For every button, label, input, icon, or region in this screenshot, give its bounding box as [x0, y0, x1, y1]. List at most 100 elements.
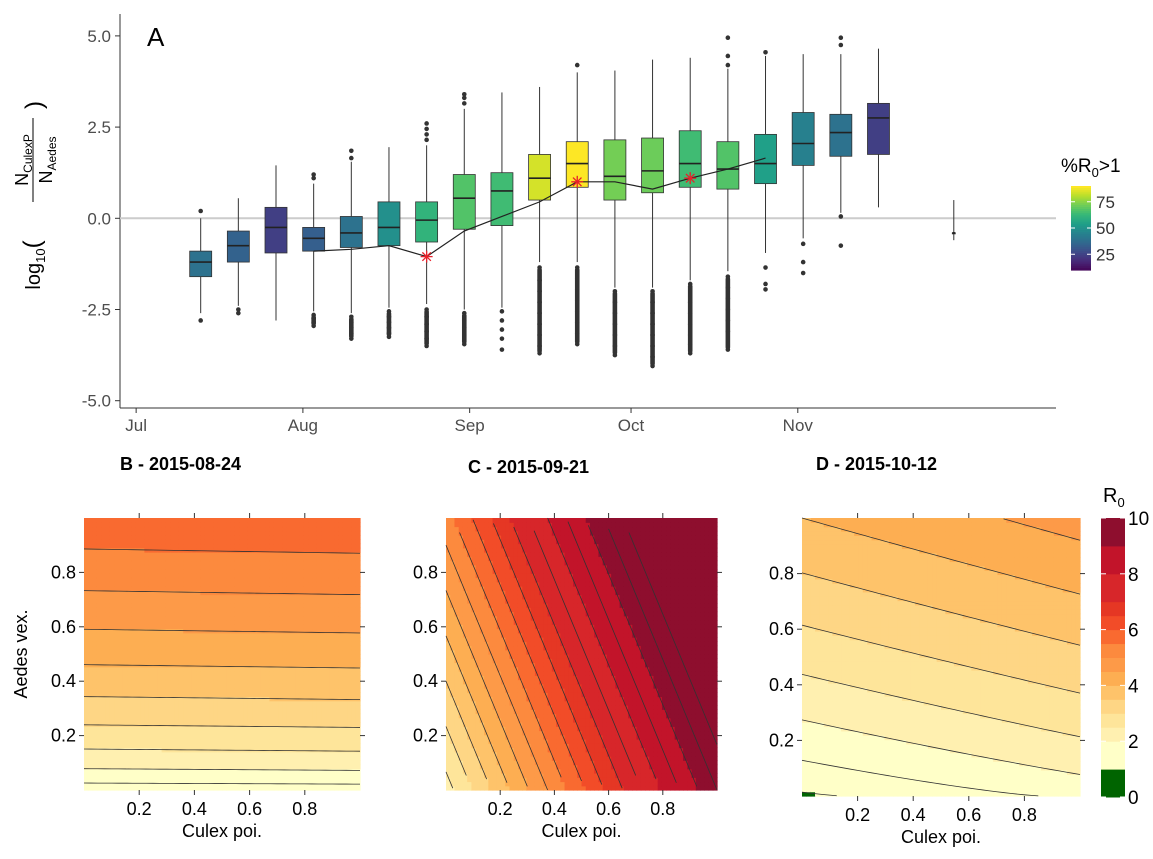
outlier-point: [801, 271, 806, 276]
legend-pct-r0-title: %R0>1: [1061, 156, 1121, 180]
box-body: [642, 138, 664, 193]
legend-r0-tick: 0: [1128, 788, 1139, 809]
outlier-point: [500, 309, 505, 314]
outlier-point: [424, 132, 429, 137]
panel-a-x-tick-label: Nov: [783, 416, 814, 435]
outlier-band: [424, 310, 429, 346]
outlier-point: [726, 35, 731, 40]
box-body: [303, 227, 325, 251]
legend-r0-tick: 10: [1128, 509, 1149, 530]
box-2015-11-16: [867, 49, 889, 208]
box-2015-07-20: [227, 198, 249, 315]
y-tick-label: 0.4: [413, 671, 438, 691]
outlier-point: [500, 318, 505, 323]
y-tick-label: 0.2: [51, 726, 76, 746]
panel-a-y-tick-label: 2.5: [87, 118, 111, 137]
box-body: [340, 216, 362, 247]
svg-text:NCulexP: NCulexP: [12, 134, 35, 186]
y-tick-label: 0.6: [51, 617, 76, 637]
legend-pct-r0-tick: 25: [1096, 245, 1115, 264]
red-star-marker: [571, 176, 583, 188]
legend-r0-tick: 6: [1128, 621, 1139, 642]
x-tick-label: 0.4: [542, 799, 567, 819]
box-2015-09-14: [529, 87, 551, 356]
box-body: [529, 154, 551, 200]
x-tick-label: 0.2: [488, 799, 513, 819]
panel-a-x-tick-label: Jul: [125, 416, 147, 435]
legend-r0-bin: [1101, 769, 1125, 797]
outlier-point: [839, 214, 844, 219]
box-2015-07-13: [190, 209, 212, 323]
outlier-band: [650, 291, 655, 366]
y-tick-label: 0.4: [51, 671, 76, 691]
box-body: [867, 103, 889, 154]
y-tick-label: 0.6: [769, 619, 794, 639]
legend-r0-bin: [1101, 630, 1125, 644]
outlier-point: [726, 63, 731, 68]
box-2015-11-09: [830, 35, 852, 248]
outlier-point: [311, 172, 316, 177]
box-body: [717, 142, 739, 189]
box-body: [265, 207, 287, 253]
x-tick-label: 0.2: [127, 799, 152, 819]
outlier-point: [462, 92, 467, 97]
outlier-band: [613, 291, 618, 355]
x-tick-label: 0.8: [1012, 805, 1037, 825]
x-tick-label: 0.8: [650, 799, 675, 819]
outlier-band: [575, 268, 580, 345]
outlier-point: [575, 63, 580, 68]
box-2015-10-05: [642, 60, 664, 369]
box-body: [453, 175, 475, 230]
x-axis-label: Culex poi.: [541, 821, 621, 841]
x-tick-label: 0.4: [901, 805, 926, 825]
outlier-point: [500, 347, 505, 352]
box-body: [378, 202, 400, 246]
y-tick-label: 0.8: [769, 564, 794, 584]
legend-r0-bin: [1101, 616, 1125, 630]
box-2015-10-19: [717, 35, 739, 352]
y-axis-label: Aedes vex.: [11, 609, 31, 698]
legend-r0-tick: 2: [1128, 732, 1139, 753]
svg-text:): ): [21, 101, 48, 109]
panel-a-y-tick-label: -5.0: [82, 392, 111, 411]
box-2015-08-17: [378, 147, 400, 339]
x-tick-label: 0.2: [845, 805, 870, 825]
box-2015-08-24: [416, 121, 438, 348]
outlier-point: [424, 121, 429, 126]
panel-a-x-tick-label: Oct: [618, 416, 645, 435]
legend-r0-bin: [1101, 741, 1125, 769]
box-2015-07-27: [265, 165, 287, 320]
outlier-point: [839, 43, 844, 48]
box-body: [227, 231, 249, 262]
outlier-point: [839, 35, 844, 40]
box-2015-11-02: [792, 54, 814, 275]
y-tick-label: 0.4: [769, 675, 794, 695]
y-tick-label: 0.6: [413, 617, 438, 637]
outlier-point: [236, 311, 241, 316]
panel-a-y-tick-label: 5.0: [87, 27, 111, 46]
outlier-point: [349, 156, 354, 161]
outlier-band: [349, 317, 354, 339]
svg-text:log10(: log10(: [19, 240, 48, 289]
outlier-point: [763, 287, 768, 292]
panel-a-y-tick-label: -2.5: [82, 301, 111, 320]
outlier-point: [424, 127, 429, 132]
box-2015-11-30: [952, 200, 955, 240]
outlier-band: [537, 268, 542, 354]
box-body: [792, 113, 814, 166]
panel-a-label: A: [147, 22, 165, 52]
legend-r0-bin: [1101, 685, 1125, 699]
y-tick-label: 0.8: [413, 562, 438, 582]
x-axis-label: Culex poi.: [182, 821, 262, 841]
svg-text:NAedes: NAedes: [36, 136, 59, 183]
legend-r0-bin: [1101, 644, 1125, 658]
outlier-point: [198, 318, 203, 323]
x-tick-label: 0.8: [292, 799, 317, 819]
box-2015-10-26: [755, 50, 777, 292]
